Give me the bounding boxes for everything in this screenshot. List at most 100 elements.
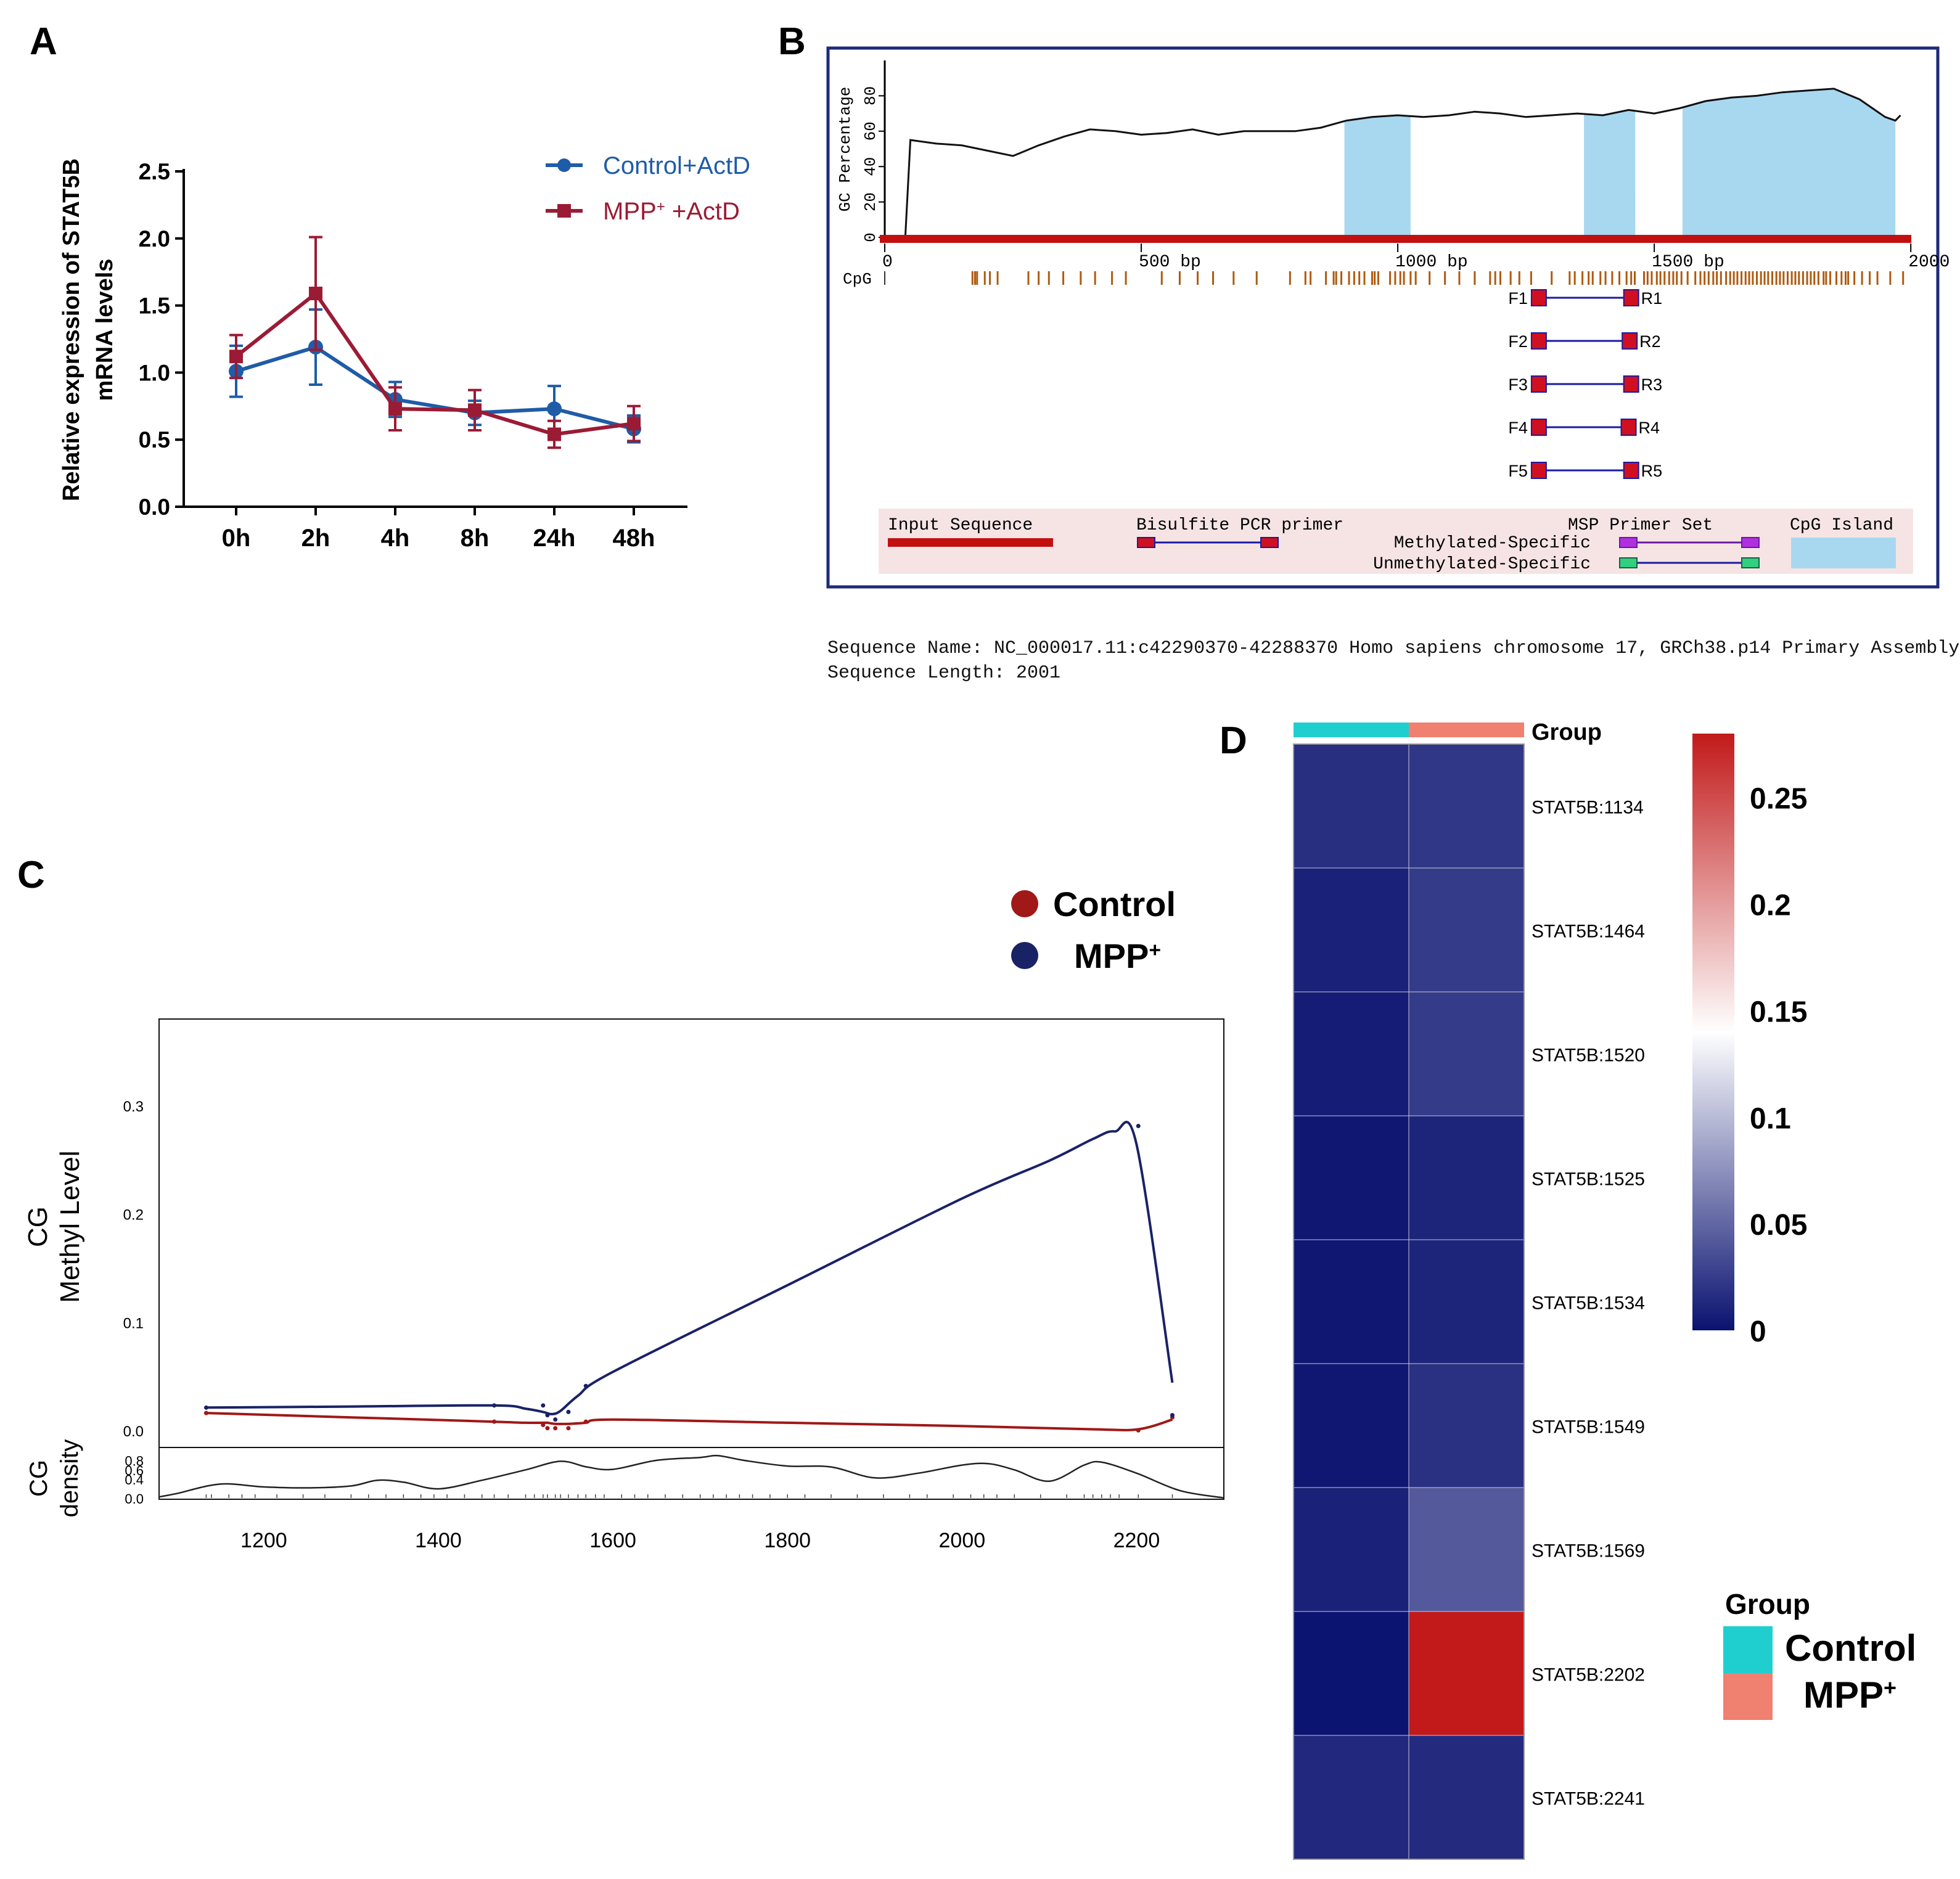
methyl-y-tick-label: 0.2 [123,1207,144,1224]
heatmap-cell [1293,1735,1409,1860]
panel-c: C 0.00.10.20.3CG Methyl Level0.00.40.60.8… [17,854,1224,1552]
density-y-title-line2: density [56,1439,83,1518]
panel-a-axes: 0.0 0.5 1.0 1.5 2.0 2.5 0h 2h 4h 8h 24h 48h Relative… [59,158,687,552]
forward-primer-box [1530,289,1547,306]
heatmap-cell [1293,1611,1409,1736]
group-header-cell [1409,723,1524,737]
gc-y-tick-label: 60 [861,121,880,141]
gc-y-tick-label: 80 [861,86,880,105]
data-point [492,1403,497,1408]
data-point [1136,1124,1141,1129]
panel-c-content: 0.00.10.20.3CG Methyl Level0.00.40.60.8CG… [23,885,1224,1552]
data-point [203,1410,208,1415]
reverse-primer-box [1623,375,1639,393]
x-tick-label: 48h [613,525,655,552]
legend-label: MPP+ +ActD [603,198,740,225]
panel-d-content: Group STAT5B:1134 STAT5B:1464 STAT5B:1520 ST… [1293,719,1916,1860]
x-tick-label: 0h [222,525,251,552]
data-point [203,1405,208,1410]
cpg-island-region [1344,115,1411,237]
data-point [545,1426,550,1431]
group-legend-swatch [1723,1626,1773,1673]
series-0 [229,308,641,444]
series-line [235,290,634,436]
methyl-y-tick-label: 0.0 [123,1423,144,1440]
panel-label-a: A [30,20,57,63]
row-label: STAT5B:2202 [1532,1665,1645,1685]
heatmap-cell [1293,1115,1409,1240]
y-axis-title-line1: Relative expression of STAT5B [59,158,84,501]
group-header-cell [1294,723,1409,737]
x-tick-label: 1200 [240,1529,287,1552]
legend-unmethylated-box [1741,557,1760,568]
heatmap-cell [1408,1363,1525,1488]
reverse-primer-label: R3 [1641,375,1663,394]
reverse-primer-label: R4 [1639,419,1660,437]
data-point [388,402,402,416]
data-point [553,1426,558,1431]
panel-label-b: B [778,20,806,63]
density-y-tick-label: 0.4 [125,1472,144,1488]
colorbar-tick-label: 0 [1750,1316,1766,1348]
legend-cpg-island: CpG Island [1790,516,1893,535]
forward-primer-box [1530,419,1547,436]
series-line [236,345,634,431]
legend-dot [1011,942,1038,969]
reverse-primer-box [1623,289,1639,306]
gc-y-axis-title: GC Percentage [836,87,855,212]
x-tick-label: 2000 [939,1529,986,1552]
legend-label: Control+ActD [603,152,750,179]
bp-tick-label: 1500 bp [1652,253,1724,272]
data-point [1136,1428,1141,1433]
heatmap-cell [1293,1487,1409,1612]
colorbar-tick-label: 0.05 [1750,1209,1807,1242]
forward-primer-label: F5 [1508,462,1528,480]
panel-b-content: 0 20 40 60 80 GC Percentage 0 500 bp 1000 bp 1500… [836,60,1960,574]
colorbar-tick-label: 0.25 [1750,783,1807,816]
y-tick-label: 0.5 [139,427,170,452]
heatmap-cell [1293,867,1409,993]
reverse-primer-box [1620,419,1637,436]
cpg-island-region [1682,89,1896,237]
y-axis-title-line2: mRNA levels [92,259,118,401]
colorbar [1692,734,1734,1330]
reverse-primer-label: R2 [1639,332,1661,351]
y-tick-label: 2.0 [139,226,170,252]
data-point [492,1419,497,1424]
forward-primer-box [1530,332,1547,350]
data-point [566,1426,571,1431]
heatmap-cell [1408,867,1525,993]
cpg-row-label: CpG [843,270,872,289]
data-point [309,287,322,301]
forward-primer-label: F2 [1508,332,1528,351]
data-point [541,1422,546,1427]
panel-a-series [229,235,641,449]
data-point [545,1413,550,1418]
y-tick-label: 1.0 [139,360,170,385]
data-point [468,403,482,417]
series-curve-mpp [206,1121,1174,1415]
heatmap-cell [1408,1239,1525,1364]
legend-label: MPP+ [1074,936,1161,975]
bp-tick-label: 1000 bp [1395,253,1468,272]
x-tick-label: 2h [301,525,330,552]
panel-b: B 0 20 40 60 80 GC Percentage 0 500 bp 1000 bp 15… [778,20,1960,589]
bp-tick-label: 500 bp [1139,253,1201,272]
heatmap-cell [1293,1239,1409,1364]
heatmap-cell [1293,743,1409,869]
group-legend-title: Group [1725,1588,1810,1620]
sequence-name: Sequence Name: NC_000017.11:c42290370-42… [827,638,1960,659]
group-legend-label: Control [1785,1627,1916,1669]
legend-methylated-box [1619,537,1638,548]
data-point [553,1417,558,1422]
panel-a-legend: Control+ActD MPP+ +ActD [546,152,750,225]
x-tick-label: 1800 [764,1529,811,1552]
sequence-length: Sequence Length: 2001 [827,663,1061,684]
y-tick-label: 0.0 [139,494,170,520]
row-label: STAT5B:1569 [1532,1541,1645,1562]
x-tick-label: 1400 [415,1529,462,1552]
gc-y-tick-label: 0 [861,232,880,242]
methyl-y-tick-label: 0.1 [123,1315,144,1332]
reverse-primer-box [1622,332,1638,350]
heatmap-cell [1293,1363,1409,1488]
